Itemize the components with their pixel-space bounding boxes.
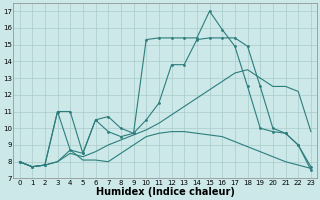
X-axis label: Humidex (Indice chaleur): Humidex (Indice chaleur) — [96, 187, 235, 197]
